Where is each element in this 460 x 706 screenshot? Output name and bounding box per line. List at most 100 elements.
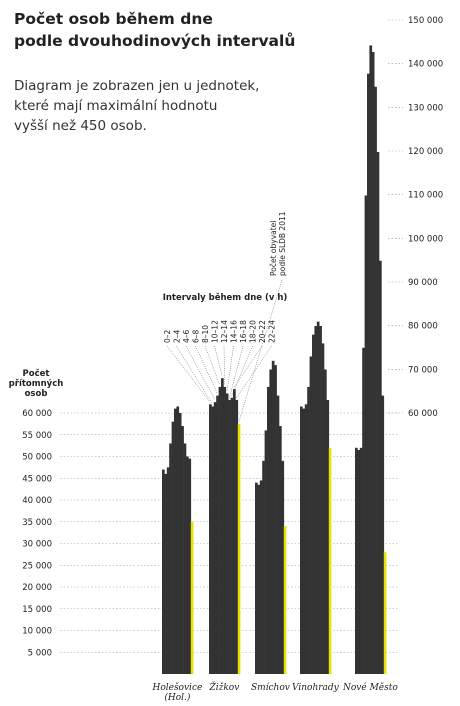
bar	[164, 473, 168, 674]
chart-title: Počet osob během dne podle dvouhodinovýc…	[14, 8, 314, 52]
right-tick-label: 120 000	[408, 147, 443, 157]
chart-subtitle: Diagram je zobrazen jen u jednotek, kter…	[14, 76, 314, 136]
left-tick-label: 10 000	[22, 627, 52, 637]
bar	[178, 413, 182, 674]
interval-leader-line	[236, 345, 272, 399]
right-tick-label: 150 000	[408, 16, 443, 26]
bar	[364, 195, 368, 674]
right-tick-label: 130 000	[408, 103, 443, 113]
y-axis-label: osob	[25, 389, 48, 399]
interval-leader-line	[231, 345, 253, 396]
category-label: Holešovice	[151, 682, 202, 693]
bar	[326, 399, 330, 674]
census-label-line-2: podle SLDB 2011	[278, 211, 287, 276]
interval-leader-line	[166, 345, 211, 403]
census-leader-line	[238, 279, 283, 422]
category-label: Smíchov	[251, 682, 290, 693]
interval-leader-line	[204, 345, 221, 385]
bar	[362, 347, 365, 674]
bar	[166, 467, 170, 674]
bar	[174, 408, 177, 674]
interval-leader-line	[185, 345, 216, 401]
bar	[281, 460, 285, 674]
bar	[316, 321, 320, 674]
title-line-1: Počet osob během dne	[14, 10, 213, 28]
bar	[257, 484, 261, 674]
bar	[271, 360, 275, 674]
bar	[255, 482, 258, 674]
interval-label: 10–12	[211, 320, 220, 343]
interval-leader-line	[214, 345, 223, 377]
right-tick-label: 110 000	[408, 191, 443, 201]
left-tick-label: 15 000	[22, 605, 52, 615]
y-axis-label: přítomných	[9, 379, 64, 389]
left-tick-label: 60 000	[22, 409, 52, 419]
y-axis-label: Počet	[23, 368, 50, 379]
interval-label: 4–6	[182, 329, 191, 343]
bar	[223, 386, 227, 674]
interval-legend-title: Intervaly během dne (v h)	[163, 292, 288, 303]
bar	[321, 343, 325, 674]
bar	[264, 430, 268, 674]
bar	[169, 443, 172, 674]
bar	[269, 369, 273, 674]
census-bar	[383, 552, 387, 674]
subtitle-line-1: Diagram je zobrazen jen u jednotek,	[14, 78, 260, 94]
bar	[276, 395, 280, 674]
interval-label: 14–16	[230, 320, 239, 343]
left-tick-label: 5 000	[28, 648, 52, 658]
right-tick-label: 70 000	[408, 365, 438, 375]
bar	[312, 334, 315, 674]
census-bar	[237, 423, 241, 674]
bar	[304, 404, 308, 674]
interval-label: 16–18	[239, 320, 248, 343]
bar	[162, 469, 165, 674]
bar	[262, 460, 265, 674]
bar	[300, 406, 303, 674]
right-tick-label: 100 000	[408, 234, 443, 244]
category-label: Žižkov	[208, 681, 239, 693]
bar	[181, 426, 184, 674]
bar	[216, 395, 219, 674]
census-label-line-1: Počet obyvatel	[269, 221, 278, 276]
interval-leader-line	[176, 345, 213, 405]
bar	[369, 45, 373, 675]
category-label: Nové Město	[342, 682, 398, 693]
left-tick-label: 30 000	[22, 540, 52, 550]
right-tick-label: 140 000	[408, 60, 443, 70]
interval-label: 12–14	[220, 320, 229, 343]
bar	[218, 386, 222, 674]
bar	[376, 152, 380, 674]
interval-leader-line	[226, 345, 234, 392]
left-tick-label: 50 000	[22, 453, 52, 463]
bar	[221, 378, 224, 674]
interval-label: 22–24	[268, 320, 277, 343]
bar	[355, 447, 358, 674]
title-line-2: podle dvouhodinových intervalů	[14, 32, 296, 50]
right-tick-label: 80 000	[408, 322, 438, 332]
right-gridlines: 150 000 140 000 130 000 120 000 110 000 100 0…	[388, 16, 443, 419]
bar	[374, 86, 377, 674]
bar	[183, 443, 187, 674]
interval-label: 6–8	[192, 329, 201, 343]
bar	[371, 51, 375, 674]
bar	[176, 406, 180, 674]
left-tick-label: 25 000	[22, 561, 52, 571]
bar	[302, 408, 306, 674]
bar	[359, 447, 363, 674]
census-bar	[283, 526, 287, 674]
category-label: Vinohrady	[292, 683, 340, 693]
bar	[235, 399, 239, 674]
bar	[274, 365, 277, 674]
bar	[379, 260, 382, 674]
interval-label: 18–20	[249, 320, 258, 343]
bar	[209, 404, 212, 674]
bar	[319, 326, 322, 674]
left-tick-label: 40 000	[22, 496, 52, 506]
interval-label: 2–4	[173, 329, 182, 343]
bar	[230, 397, 234, 674]
right-tick-label: 90 000	[408, 278, 438, 288]
bar	[225, 393, 229, 674]
